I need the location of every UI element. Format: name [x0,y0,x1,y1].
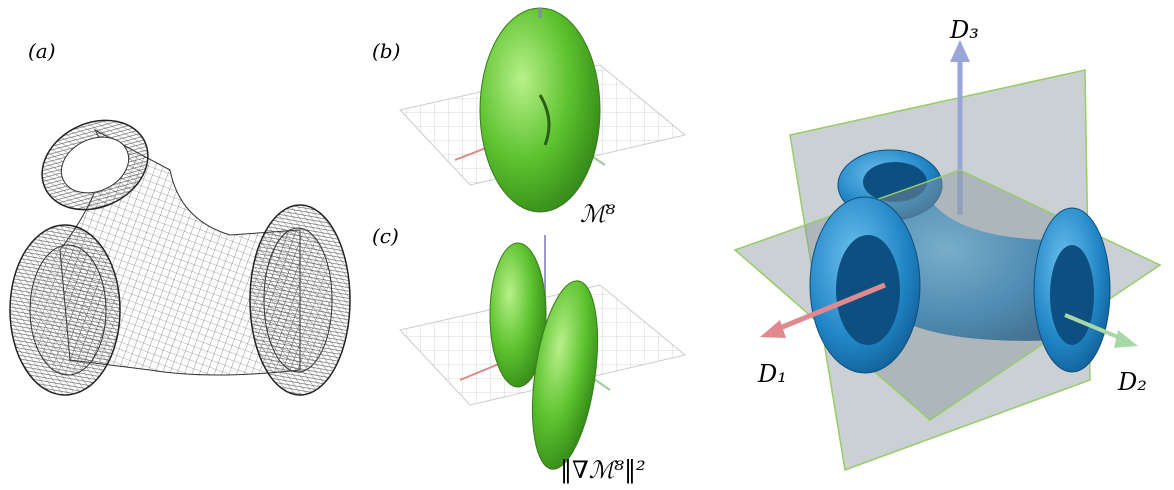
glyph-c [399,235,687,470]
panel-label: (b) [372,39,400,63]
axis-label: D₁ [757,360,787,388]
panel-label: (c) [372,224,399,248]
caption: ℳ⁸ [580,200,616,228]
axis-label: D₃ [949,16,979,44]
pipe-scene [733,40,1162,472]
wireframe-pipe [9,119,351,396]
panel-label: (a) [28,39,56,63]
glyph-b [399,7,687,213]
caption: ‖∇ℳ⁸‖² [560,456,646,485]
axis-label: D₂ [1117,368,1147,396]
